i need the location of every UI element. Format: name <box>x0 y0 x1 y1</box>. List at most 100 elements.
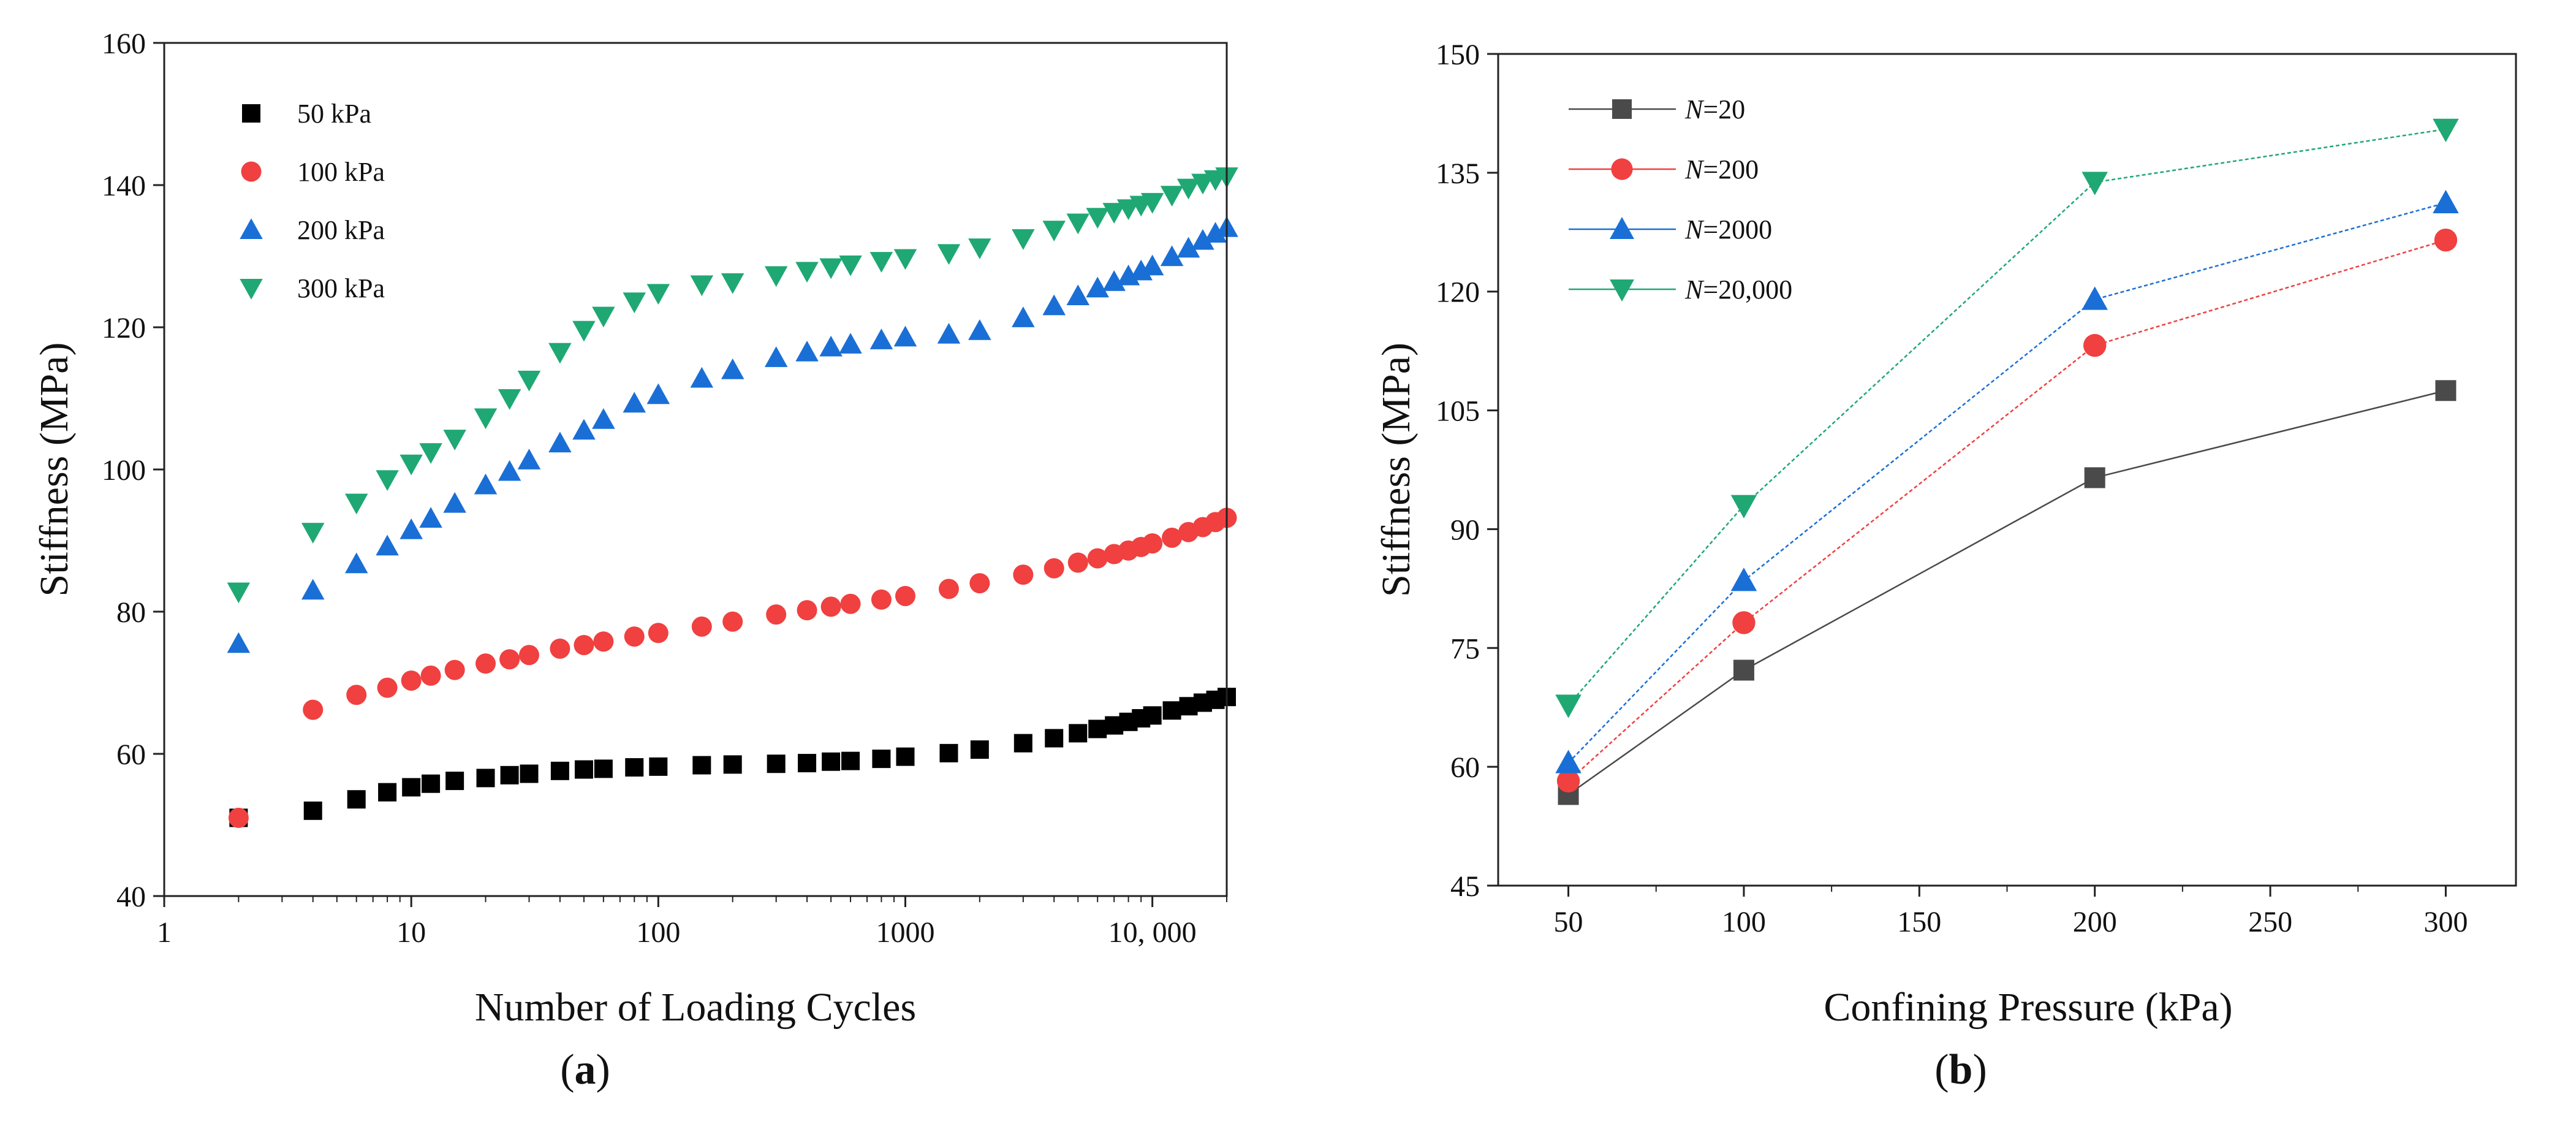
legend-label-value: =20 <box>1703 94 1745 124</box>
data-point <box>1088 720 1107 739</box>
legend-label-variable: N <box>1684 154 1705 184</box>
y-tick-label: 120 <box>102 312 146 344</box>
data-point <box>402 778 421 797</box>
data-point <box>795 340 819 362</box>
data-point <box>798 754 817 773</box>
x-tick-label: 150 <box>1897 906 1941 938</box>
data-point <box>378 783 397 802</box>
data-point <box>301 579 325 600</box>
data-point <box>445 772 464 791</box>
data-point <box>1160 245 1184 267</box>
data-point <box>1203 222 1227 243</box>
data-point <box>764 346 788 367</box>
legend-marker <box>242 104 260 123</box>
legend-label-value: =20,000 <box>1703 275 1792 305</box>
legend-label-value: =2000 <box>1703 215 1772 245</box>
panel-b-caption: (b) <box>1934 1046 1987 1093</box>
legend-label-variable: N <box>1684 275 1705 305</box>
svg-text:(a): (a) <box>560 1046 610 1093</box>
data-point <box>1042 294 1066 316</box>
legend-item: N=200 <box>1569 154 1759 184</box>
legend-label: 50 kPa <box>297 99 371 129</box>
x-tick-label: 300 <box>2423 906 2468 938</box>
data-point <box>690 367 714 388</box>
data-point <box>2433 189 2459 213</box>
legend-label: N=20 <box>1684 94 1745 124</box>
data-point <box>1162 701 1181 720</box>
data-point <box>499 649 520 670</box>
data-point <box>1013 564 1034 585</box>
data-point <box>422 774 441 793</box>
data-point <box>401 670 422 691</box>
data-point <box>1066 213 1090 235</box>
legend-item: N=20,000 <box>1569 275 1792 305</box>
data-point <box>301 523 325 544</box>
panel-a-y-axis-label: Stiffness (MPa) <box>32 343 77 597</box>
data-point <box>839 255 862 276</box>
series-markers <box>1555 118 2459 718</box>
data-point <box>1176 178 1200 200</box>
series-50-kpa <box>229 688 1236 827</box>
data-point <box>723 755 742 774</box>
data-point <box>443 492 466 513</box>
data-point <box>1086 276 1109 298</box>
y-tick-label: 90 <box>1450 514 1480 546</box>
data-point <box>939 743 958 762</box>
data-point <box>1140 254 1164 276</box>
data-point <box>938 579 959 599</box>
y-tick-label: 75 <box>1450 632 1480 665</box>
series-line <box>1567 390 2446 796</box>
data-point <box>2433 118 2459 143</box>
data-point <box>968 319 991 340</box>
panel-a-legend: 50 kPa 100 kPa 200 kPa 300 kPa <box>240 99 385 303</box>
data-point <box>376 470 399 491</box>
series-300-kpa <box>227 167 1238 604</box>
y-tick-label: 80 <box>116 596 146 629</box>
data-point <box>346 685 367 705</box>
data-point <box>550 638 570 659</box>
data-point <box>896 747 915 766</box>
legend-marker <box>241 161 262 182</box>
svg-text:(b): (b) <box>1934 1046 1987 1093</box>
x-tick-label: 200 <box>2073 906 2117 938</box>
legend-label: N=20,000 <box>1684 275 1792 305</box>
data-point <box>766 604 787 625</box>
data-point <box>1143 706 1162 725</box>
data-point <box>303 801 322 820</box>
series-markers <box>1555 189 2459 773</box>
x-tick-label: 250 <box>2248 906 2292 938</box>
data-point <box>969 573 990 594</box>
data-point <box>648 623 669 644</box>
data-point <box>344 493 368 515</box>
chart-panel-a: 1 10 100 1000 10, 000 40 60 80 100 120 140 160 Stif… <box>32 28 1238 1093</box>
panel-a-x-axis-label: Number of Loading Cycles <box>475 985 916 1030</box>
x-tick-label: 100 <box>1722 906 1766 938</box>
legend-label-variable: N <box>1684 94 1705 124</box>
data-point <box>795 262 819 283</box>
data-point <box>691 616 712 637</box>
panel-a-plot-frame <box>163 42 1228 897</box>
y-tick-label: 60 <box>116 739 146 771</box>
y-tick-label: 135 <box>1436 158 1480 190</box>
data-point <box>517 449 541 469</box>
legend-item: 50 kPa <box>242 99 371 129</box>
data-point <box>1733 659 1754 681</box>
data-point <box>1012 306 1035 327</box>
data-point <box>767 754 786 773</box>
data-point <box>722 611 743 632</box>
data-point <box>1732 611 1756 634</box>
series-line <box>1567 202 2446 764</box>
data-point <box>937 322 961 344</box>
legend-marker <box>1610 217 1634 239</box>
x-tick-label: 1000 <box>876 916 934 949</box>
data-point <box>548 431 572 453</box>
legend-marker <box>1612 99 1632 119</box>
y-tick-label: 60 <box>1450 751 1480 784</box>
data-point <box>869 252 893 273</box>
legend-marker <box>1610 279 1634 302</box>
data-point <box>819 258 843 279</box>
data-point <box>623 292 646 313</box>
data-point <box>474 408 498 430</box>
chart-panel-b: 50 100 150 200 250 300 45 60 75 90 105 120 135 150 St… <box>1374 39 2517 1093</box>
data-point <box>721 358 744 379</box>
